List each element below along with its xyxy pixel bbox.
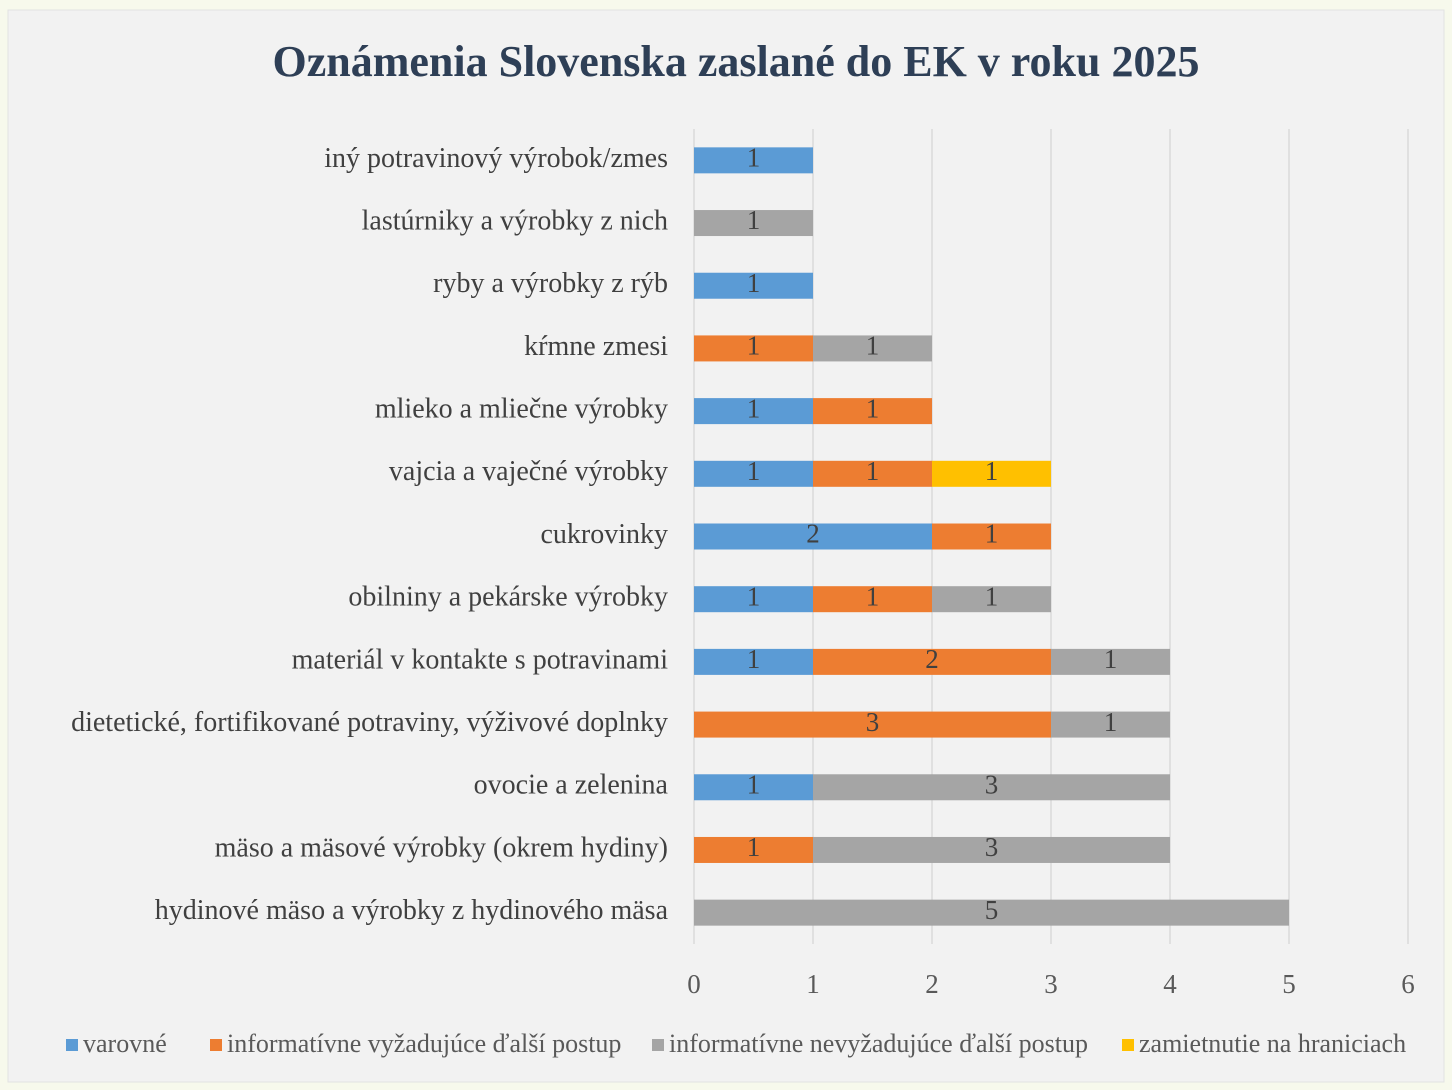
x-tick-label: 4 <box>1163 969 1177 999</box>
legend-swatch <box>66 1039 78 1051</box>
bar-segment <box>694 899 1289 926</box>
legend-swatch <box>652 1039 664 1051</box>
bar-segment <box>694 711 1051 738</box>
bar-segment <box>694 648 813 675</box>
legend-label: informatívne nevyžadujúce ďalší postup <box>669 1029 1088 1058</box>
legend-swatch <box>1122 1039 1134 1051</box>
data-label: 1 <box>747 456 761 486</box>
data-label: 1 <box>747 644 761 674</box>
y-tick-label: cukrovinky <box>540 519 668 550</box>
bar-segment <box>694 774 813 801</box>
data-label: 5 <box>985 895 999 925</box>
data-label: 3 <box>985 769 999 799</box>
y-tick-label: obilniny a pekárske výrobky <box>348 582 668 613</box>
data-label: 1 <box>747 769 761 799</box>
data-label: 1 <box>747 331 761 361</box>
data-label: 2 <box>806 519 820 549</box>
y-tick-label: mäso a mäsové výrobky (okrem hydiny) <box>215 832 668 863</box>
data-label: 1 <box>747 268 761 298</box>
y-tick-label: ryby a výrobky z rýb <box>433 268 668 299</box>
data-label: 1 <box>866 331 880 361</box>
y-tick-label: ovocie a zelenina <box>474 770 669 801</box>
data-label: 1 <box>866 456 880 486</box>
bar-segment <box>694 272 813 299</box>
bar-segment <box>813 648 1051 675</box>
bar-segment <box>813 460 932 487</box>
y-tick-label: hydinové mäso a výrobky z hydinového mäs… <box>155 895 669 926</box>
bar-segment <box>694 210 813 237</box>
y-tick-label: lastúrniky a výrobky z nich <box>362 205 668 236</box>
x-tick-label: 5 <box>1282 969 1296 999</box>
y-tick-label: kŕmne zmesi <box>524 331 668 362</box>
data-label: 1 <box>985 456 999 486</box>
bar-segment <box>813 586 932 613</box>
data-label: 1 <box>747 832 761 862</box>
bar-segment <box>1051 648 1170 675</box>
data-label: 1 <box>1104 707 1118 737</box>
y-tick-label: iný potravinový výrobok/zmes <box>324 143 668 174</box>
bar-segment <box>813 398 932 425</box>
data-label: 3 <box>866 707 880 737</box>
data-label: 1 <box>747 393 761 423</box>
x-tick-label: 0 <box>687 969 701 999</box>
y-tick-label: mlieko a mliečne výrobky <box>375 394 668 425</box>
bar-segment <box>932 523 1051 550</box>
bar-segment <box>694 147 813 174</box>
bar-segment <box>813 335 932 362</box>
data-label: 1 <box>866 393 880 423</box>
data-label: 1 <box>985 581 999 611</box>
bar-segment <box>932 460 1051 487</box>
y-tick-label: materiál v kontakte s potravinami <box>292 644 669 675</box>
bar-segment <box>694 335 813 362</box>
x-tick-label: 6 <box>1401 969 1415 999</box>
bar-segment <box>813 774 1170 801</box>
data-label: 2 <box>925 644 939 674</box>
bar-segment <box>694 836 813 863</box>
bar-segment <box>694 398 813 425</box>
bar-segment <box>1051 711 1170 738</box>
data-label: 3 <box>985 832 999 862</box>
data-label: 1 <box>866 581 880 611</box>
legend-swatch <box>210 1039 222 1051</box>
data-label: 1 <box>985 519 999 549</box>
y-tick-label: vajcia a vaječné výrobky <box>389 456 668 487</box>
x-tick-label: 1 <box>806 969 820 999</box>
x-tick-label: 2 <box>925 969 939 999</box>
chart-title: Oznámenia Slovenska zaslané do EK v roku… <box>273 37 1200 86</box>
bar-segment <box>932 586 1051 613</box>
y-tick-label: dietetické, fortifikované potraviny, výž… <box>71 707 668 738</box>
bar-segment <box>813 836 1170 863</box>
bar-segment <box>694 523 932 550</box>
legend-label: informatívne vyžadujúce ďalší postup <box>227 1029 621 1058</box>
data-label: 1 <box>747 205 761 235</box>
legend-label: zamietnutie na hraniciach <box>1139 1029 1406 1058</box>
data-label: 1 <box>747 143 761 173</box>
data-label: 1 <box>1104 644 1118 674</box>
legend-label: varovné <box>83 1029 167 1058</box>
x-tick-label: 3 <box>1044 969 1058 999</box>
bar-segment <box>694 460 813 487</box>
bar-segment <box>694 586 813 613</box>
data-label: 1 <box>747 581 761 611</box>
